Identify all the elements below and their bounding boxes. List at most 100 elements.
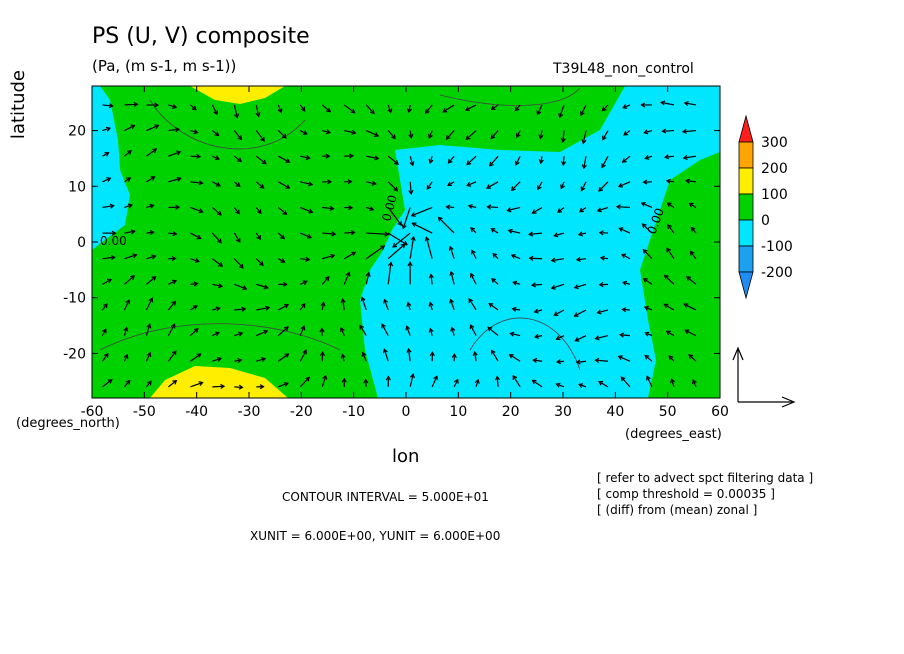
wind-vector [643, 278, 653, 285]
wind-vector-head [401, 224, 407, 230]
wind-vector [580, 181, 587, 191]
wind-vector [190, 282, 198, 285]
wind-vector [341, 354, 345, 362]
wind-vector-head [388, 261, 394, 267]
contour-lines [99, 87, 581, 371]
wind-vector [554, 232, 565, 237]
wind-vector [508, 229, 521, 234]
wind-vector [449, 246, 455, 259]
wind-vector [383, 299, 389, 311]
y-tick-label: -10 [63, 291, 86, 307]
wind-vector [431, 376, 438, 388]
wind-vector-head [172, 379, 178, 385]
wind-vector-head [594, 357, 600, 364]
wind-vector [579, 206, 587, 213]
wind-vector-head [347, 179, 353, 185]
wind-vector [475, 379, 479, 388]
wind-vector-head [382, 348, 388, 354]
wind-vector-head [146, 323, 152, 329]
wind-vector-head [369, 109, 375, 115]
wind-vector [341, 299, 345, 311]
wind-vector-head [691, 379, 697, 385]
wind-vector [551, 258, 565, 262]
wind-vector-head [170, 323, 176, 329]
wind-vector [233, 181, 241, 187]
field-layer [92, 86, 720, 398]
wind-vector [556, 383, 565, 388]
wind-vector [429, 302, 433, 311]
wind-vector-head [193, 281, 199, 287]
wind-vector-head [666, 247, 671, 253]
wind-vector [190, 232, 201, 239]
wind-vector [438, 217, 455, 234]
wind-vector-head [512, 374, 518, 380]
wind-vector [513, 281, 521, 285]
wind-vector [212, 283, 223, 287]
wind-vector [446, 206, 455, 209]
wind-vector [211, 207, 222, 216]
wind-vector-head [391, 134, 396, 140]
region-negative-central [360, 86, 720, 398]
contour-label-group: 0.000.00 0.00 [100, 193, 667, 248]
wind-vector [256, 306, 270, 311]
wind-vector-head [147, 380, 152, 386]
y-unit-note: (degrees_north) [16, 416, 120, 431]
wind-vector-head [528, 231, 534, 237]
wind-vector [622, 104, 631, 109]
wind-vector-head [618, 227, 624, 232]
wind-vector [668, 355, 675, 362]
x-tick-label: -50 [133, 404, 156, 420]
wind-vector [597, 206, 609, 212]
wind-vector-head [510, 254, 516, 259]
wind-vector-head [578, 383, 584, 388]
x-tick-label: 20 [502, 404, 520, 420]
wind-vector [407, 348, 411, 362]
wind-vector-head [238, 384, 244, 390]
wind-vector [534, 335, 543, 338]
wind-vector-head [283, 381, 289, 387]
wind-vector-head [176, 150, 182, 156]
wind-vector [381, 324, 389, 336]
wind-vector-head [196, 353, 202, 359]
wind-vector [621, 253, 631, 260]
wind-vector [366, 155, 379, 160]
wind-vector [551, 283, 565, 289]
wind-vector-head [670, 378, 675, 384]
wind-vector-head [345, 271, 351, 277]
wind-vector [321, 375, 327, 388]
wind-vector-head [369, 206, 375, 212]
wind-vector [299, 350, 307, 362]
wind-vector-head [238, 331, 244, 337]
x-tick-label: 50 [659, 404, 677, 420]
wind-vector [321, 276, 330, 285]
reference-vector [732, 346, 796, 408]
note-line-3: [ (diff) from (mean) zonal ] [597, 503, 758, 517]
wind-vector [124, 103, 138, 106]
wind-vector-head [281, 133, 287, 139]
wind-vector [344, 231, 355, 234]
wind-vector-head [622, 104, 628, 109]
wind-vector [470, 227, 477, 234]
wind-vector [556, 335, 565, 340]
wind-vector [145, 352, 151, 362]
wind-vector [321, 104, 331, 113]
wind-vector [212, 258, 223, 267]
wind-vector [278, 258, 285, 263]
units-subtitle: (Pa, (m s-1, m s-1)) [92, 57, 237, 75]
wind-vector-head [148, 297, 154, 303]
wind-vector-head [235, 209, 240, 215]
wind-vector-head [154, 124, 160, 130]
wind-vector [124, 254, 137, 260]
wind-vector-head [302, 280, 308, 286]
wind-vector [486, 181, 499, 189]
wind-vector-head [149, 229, 155, 236]
wind-vector-head [470, 227, 476, 232]
wind-vector-head [263, 284, 269, 290]
wind-vector [190, 129, 198, 134]
wind-vector [620, 376, 631, 388]
wind-vector [578, 232, 587, 236]
wind-vector-head [365, 271, 371, 277]
wind-vector [644, 306, 653, 311]
wind-vector-head [467, 204, 473, 210]
wind-vector-head [683, 100, 689, 107]
